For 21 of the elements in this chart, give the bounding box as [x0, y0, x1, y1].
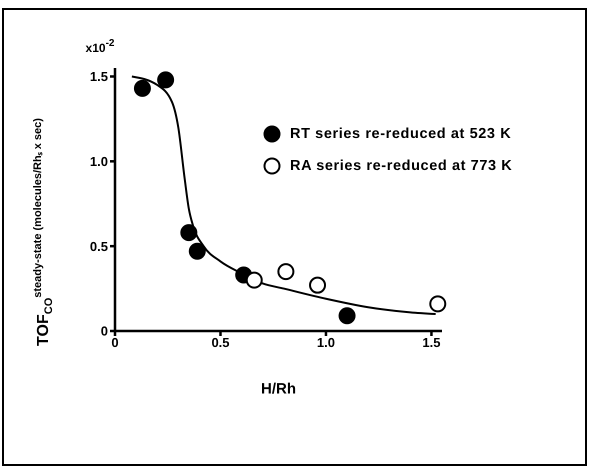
- y-tick-label: 1.0: [90, 154, 108, 169]
- y-tick-label: 0.5: [90, 238, 108, 254]
- point: [429, 295, 446, 312]
- x-tick-label: 1.5: [422, 335, 440, 350]
- text: x10$^{-2}$: [86, 38, 115, 55]
- point: [338, 307, 356, 324]
- point: [277, 263, 294, 280]
- point: [188, 242, 206, 260]
- legend-label: RA series re-reduced at 773 K: [290, 158, 512, 174]
- point: [309, 276, 326, 294]
- x-axis-title: H/Rh: [261, 380, 296, 398]
- point: [134, 80, 151, 97]
- point: [180, 224, 198, 242]
- x-tick-label: 0.5: [211, 335, 230, 350]
- x-tick-label: 1.0: [316, 335, 336, 350]
- legend-label: RT series re-reduced at 523 K: [290, 126, 512, 142]
- y-tick-label: 0: [100, 324, 108, 339]
- x-tick-label: 0: [111, 335, 119, 350]
- point: [157, 71, 174, 88]
- y-tick-label: 1.5: [90, 69, 108, 84]
- point: [246, 272, 263, 289]
